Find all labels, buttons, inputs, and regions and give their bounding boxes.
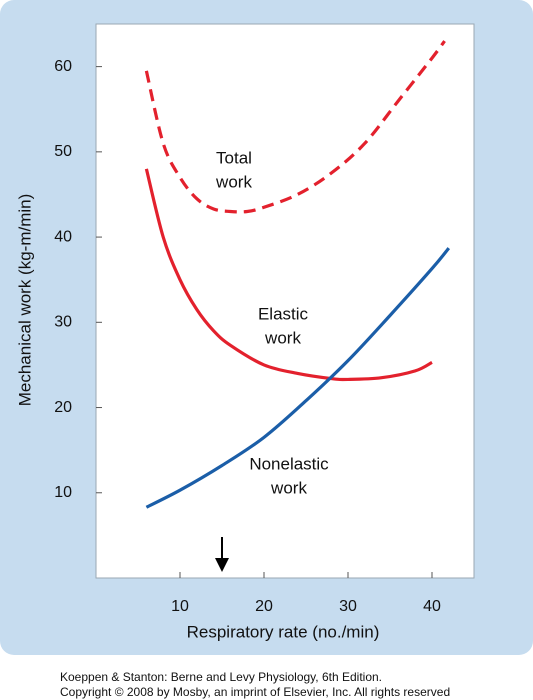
footer: Koeppen & Stanton: Berne and Levy Physio… xyxy=(60,670,382,684)
arrow xyxy=(215,537,229,572)
y-tick-label: 60 xyxy=(54,58,72,75)
y-tick-label: 10 xyxy=(54,484,72,501)
y-tick-label: 50 xyxy=(54,143,72,160)
line xyxy=(144,168,433,382)
y-tick-label: 20 xyxy=(54,399,72,416)
x-tick-label: 30 xyxy=(339,598,357,615)
plot-area xyxy=(95,23,475,579)
x-tick-label: 10 xyxy=(171,598,189,615)
line xyxy=(144,40,446,214)
x-tick-label: 20 xyxy=(255,598,273,615)
footer: Copyright © 2008 by Mosby, an imprint of… xyxy=(60,685,450,699)
y-tick-label: 30 xyxy=(54,314,72,331)
annotation: work xyxy=(270,478,307,497)
annotation: Nonelastic xyxy=(249,454,329,473)
annotation: Elastic xyxy=(258,304,309,323)
x-tick-label: 40 xyxy=(423,598,441,615)
annotation: Total xyxy=(216,148,252,167)
annotation: work xyxy=(215,172,252,191)
y-axis-title: Mechanical work (kg-m/min) xyxy=(15,194,34,407)
y-tick-label: 40 xyxy=(54,228,72,245)
line xyxy=(145,247,451,509)
annotation: work xyxy=(264,328,301,347)
x-axis-title: Respiratory rate (no./min) xyxy=(187,622,380,641)
